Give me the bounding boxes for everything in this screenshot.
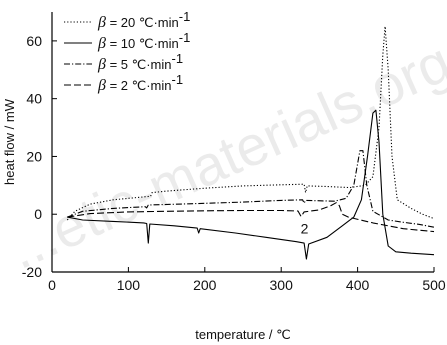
legend-beta-symbol: β <box>97 14 106 31</box>
x-tick-label: 400 <box>346 277 370 293</box>
peak-annotation: 2 <box>301 221 309 237</box>
x-tick-label: 300 <box>270 277 294 293</box>
series-line-4 <box>67 202 435 233</box>
y-tick-label: 0 <box>34 206 42 222</box>
watermark: ...etic-materials.org.c... <box>0 0 447 281</box>
legend-beta-symbol: β <box>97 77 106 94</box>
legend-label: β = 2 ℃·min-1 <box>97 72 183 94</box>
y-tick-label: 40 <box>26 91 42 107</box>
series-line-3 <box>67 150 435 228</box>
legend-exponent: -1 <box>172 72 184 87</box>
legend-text: = 10 ℃·min <box>106 36 179 51</box>
y-tick-label: 20 <box>26 148 42 164</box>
legend-beta-symbol: β <box>97 35 106 52</box>
legend-text: = 20 ℃·min <box>106 15 179 30</box>
axes <box>51 12 434 273</box>
ticks: 0 100 200 300 400 500 -20 0 20 40 60 <box>22 33 446 293</box>
y-tick-label: -20 <box>22 264 42 280</box>
legend-exponent: -1 <box>172 51 184 66</box>
x-tick-label: 100 <box>117 277 141 293</box>
legend-exponent: -1 <box>179 9 191 24</box>
legend-label: β = 10 ℃·min-1 <box>97 30 190 52</box>
legend-text: = 5 ℃·min <box>106 57 172 72</box>
x-tick-label: 200 <box>193 277 217 293</box>
legend-beta-symbol: β <box>97 56 106 73</box>
legend-label: β = 20 ℃·min-1 <box>97 9 190 31</box>
x-tick-label: 0 <box>48 277 56 293</box>
legend-exponent: -1 <box>179 30 191 45</box>
legend-text: = 2 ℃·min <box>106 78 172 93</box>
x-tick-label: 500 <box>422 277 446 293</box>
series-line-1 <box>66 25 435 221</box>
legend: β = 20 ℃·min-1β = 10 ℃·min-1β = 5 ℃·min-… <box>64 9 190 94</box>
series-layer <box>66 25 435 260</box>
y-tick-label: 60 <box>26 33 42 49</box>
series-line-2 <box>67 109 435 260</box>
y-axis-title: heat flow / mW <box>2 98 17 185</box>
legend-label: β = 5 ℃·min-1 <box>97 51 183 73</box>
x-axis-title: temperature / ℃ <box>195 327 291 342</box>
